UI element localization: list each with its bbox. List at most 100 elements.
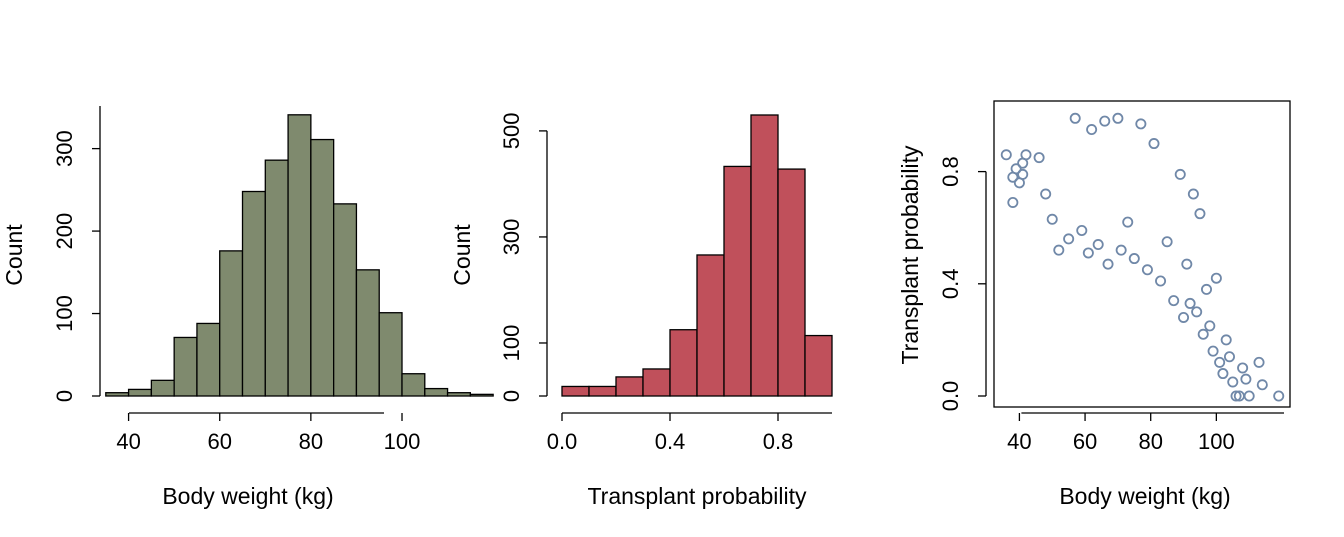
scatter-point — [1033, 152, 1045, 164]
histogram-bar — [355, 269, 380, 397]
y-tick-label: 0.0 — [938, 381, 963, 412]
histogram-bar — [264, 159, 289, 397]
scatter-point — [1007, 196, 1019, 208]
histogram-bar — [424, 387, 449, 397]
histogram-bar — [561, 385, 590, 397]
histogram-bar — [150, 379, 175, 397]
x-tick-label: 0.0 — [547, 429, 578, 454]
scatter-point — [1046, 213, 1058, 225]
scatter-point — [1191, 306, 1203, 318]
scatter-point — [1237, 362, 1249, 374]
x-tick-label: 40 — [116, 429, 140, 454]
scatter-point — [1155, 275, 1167, 287]
scatter-point — [1201, 283, 1213, 295]
scatter-point — [1128, 253, 1140, 265]
scatter-point — [1122, 216, 1134, 228]
scatter-point — [1099, 115, 1111, 127]
histogram-bar — [173, 336, 198, 397]
scatter-point — [1161, 236, 1173, 248]
x-tick-label: 40 — [1007, 429, 1031, 454]
histogram-body-weight: 40 60 80 100 0 100 200 300 Body weight (kg) Count — [1, 106, 494, 509]
scatter-point — [1102, 258, 1114, 270]
scatter-point — [1017, 168, 1029, 180]
scatter-point — [1168, 295, 1180, 307]
y-tick-label: 0 — [499, 390, 524, 402]
scatter-point — [1063, 233, 1075, 245]
x-tick-label: 100 — [384, 429, 421, 454]
scatter-point — [1040, 188, 1052, 200]
histogram-bar — [669, 329, 698, 397]
x-axis-title: Body weight (kg) — [162, 483, 333, 509]
histogram-transplant-probability: 0.0 0.4 0.8 0 100 300 500 Transplant probabilit… — [449, 113, 833, 509]
y-tick-label: 300 — [499, 219, 524, 256]
histogram-bar — [219, 250, 244, 397]
scatter-point — [1181, 258, 1193, 270]
histogram-bar — [723, 165, 752, 397]
y-tick-label: 200 — [52, 213, 77, 250]
y-tick-label: 300 — [52, 130, 77, 167]
histogram-bar — [310, 138, 335, 397]
x-tick-label: 80 — [299, 429, 323, 454]
scatter-point — [1115, 244, 1127, 256]
scatter-point — [1214, 356, 1226, 368]
y-tick-label: 100 — [499, 325, 524, 362]
scatter-point — [1273, 390, 1285, 402]
scatter-point — [1230, 390, 1242, 402]
scatter-point — [1000, 149, 1012, 161]
scatter-point — [1240, 373, 1252, 385]
scatter-point — [1082, 247, 1094, 259]
scatter-point — [1020, 149, 1032, 161]
histogram-bar — [241, 190, 266, 397]
scatter-weight-vs-probability: 40 60 80 100 0.0 0.4 0.8 Body weight (kg) Transp… — [897, 100, 1291, 509]
y-tick-label: 0 — [52, 390, 77, 402]
scatter-point — [1135, 118, 1147, 130]
scatter-point — [1174, 168, 1186, 180]
scatter-point — [1220, 334, 1232, 346]
scatter-point — [1197, 328, 1209, 340]
x-tick-label: 0.4 — [655, 429, 686, 454]
histogram-bar — [804, 334, 833, 397]
scatter-point — [1112, 112, 1124, 124]
scatter-point — [1207, 345, 1219, 357]
y-tick-label: 100 — [52, 295, 77, 332]
histogram-bar — [615, 376, 644, 397]
scatter-point — [1194, 208, 1206, 220]
histogram-bar — [750, 114, 779, 397]
y-tick-label: 500 — [499, 113, 524, 150]
scatter-point — [1053, 244, 1065, 256]
scatter-point — [1217, 368, 1229, 380]
scatter-point — [1256, 379, 1268, 391]
scatter-point — [1010, 163, 1022, 175]
scatter-point — [1076, 225, 1088, 237]
x-tick-label: 100 — [1198, 429, 1235, 454]
scatter-point — [1141, 264, 1153, 276]
x-axis-title: Transplant probability — [587, 483, 807, 509]
x-tick-label: 60 — [1073, 429, 1097, 454]
x-tick-label: 80 — [1138, 429, 1162, 454]
scatter-point — [1184, 297, 1196, 309]
scatter-point — [1243, 390, 1255, 402]
scatter-point — [1092, 239, 1104, 251]
histogram-bar — [332, 203, 358, 397]
y-axis-title: Transplant probability — [897, 145, 923, 365]
y-axis-title: Count — [1, 224, 27, 286]
plot-frame — [993, 100, 1291, 408]
scatter-point — [1178, 311, 1190, 323]
y-tick-label: 0.8 — [938, 156, 963, 187]
histogram-bar — [446, 392, 472, 397]
y-axis-title: Count — [449, 224, 475, 286]
histogram-bar — [401, 373, 426, 397]
scatter-point — [1187, 188, 1199, 200]
histogram-bar — [105, 392, 130, 397]
scatter-point — [1210, 272, 1222, 284]
x-axis-title: Body weight (kg) — [1059, 483, 1230, 509]
scatter-point — [1086, 124, 1098, 136]
histogram-bar — [696, 254, 725, 397]
x-tick-label: 0.8 — [763, 429, 794, 454]
scatter-point — [1223, 351, 1235, 363]
histogram-bar — [196, 322, 221, 397]
scatter-point — [1069, 112, 1081, 124]
scatter-point — [1148, 138, 1160, 150]
scatter-point — [1204, 320, 1216, 332]
